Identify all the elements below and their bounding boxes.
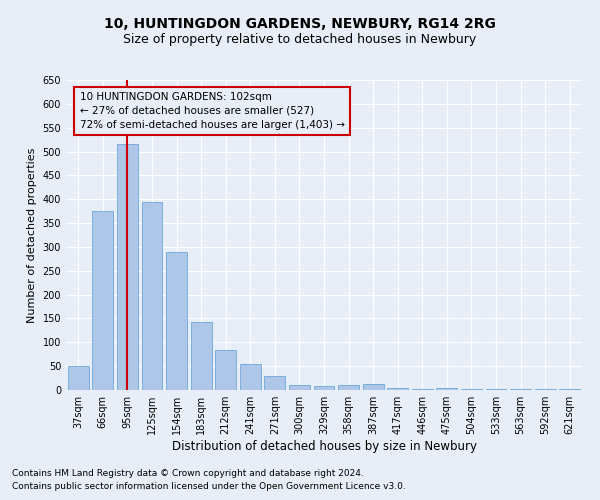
Bar	[191, 322, 212, 390]
Bar	[92, 211, 113, 390]
Bar	[314, 386, 334, 390]
Bar	[412, 388, 433, 390]
Bar	[166, 252, 187, 390]
Bar	[436, 388, 457, 390]
Bar	[265, 376, 286, 390]
Text: Size of property relative to detached houses in Newbury: Size of property relative to detached ho…	[124, 32, 476, 46]
Bar	[142, 202, 163, 390]
Bar	[117, 144, 138, 390]
Bar	[338, 385, 359, 390]
X-axis label: Distribution of detached houses by size in Newbury: Distribution of detached houses by size …	[172, 440, 476, 453]
Bar	[510, 388, 531, 390]
Text: 10 HUNTINGDON GARDENS: 102sqm
← 27% of detached houses are smaller (527)
72% of : 10 HUNTINGDON GARDENS: 102sqm ← 27% of d…	[80, 92, 344, 130]
Bar	[362, 384, 383, 390]
Bar	[461, 388, 482, 390]
Bar	[68, 366, 89, 390]
Bar	[240, 364, 261, 390]
Bar	[387, 388, 408, 390]
Text: 10, HUNTINGDON GARDENS, NEWBURY, RG14 2RG: 10, HUNTINGDON GARDENS, NEWBURY, RG14 2R…	[104, 18, 496, 32]
Bar	[215, 350, 236, 390]
Bar	[289, 385, 310, 390]
Bar	[485, 388, 506, 390]
Bar	[559, 388, 580, 390]
Y-axis label: Number of detached properties: Number of detached properties	[27, 148, 37, 322]
Bar	[535, 389, 556, 390]
Text: Contains public sector information licensed under the Open Government Licence v3: Contains public sector information licen…	[12, 482, 406, 491]
Text: Contains HM Land Registry data © Crown copyright and database right 2024.: Contains HM Land Registry data © Crown c…	[12, 468, 364, 477]
